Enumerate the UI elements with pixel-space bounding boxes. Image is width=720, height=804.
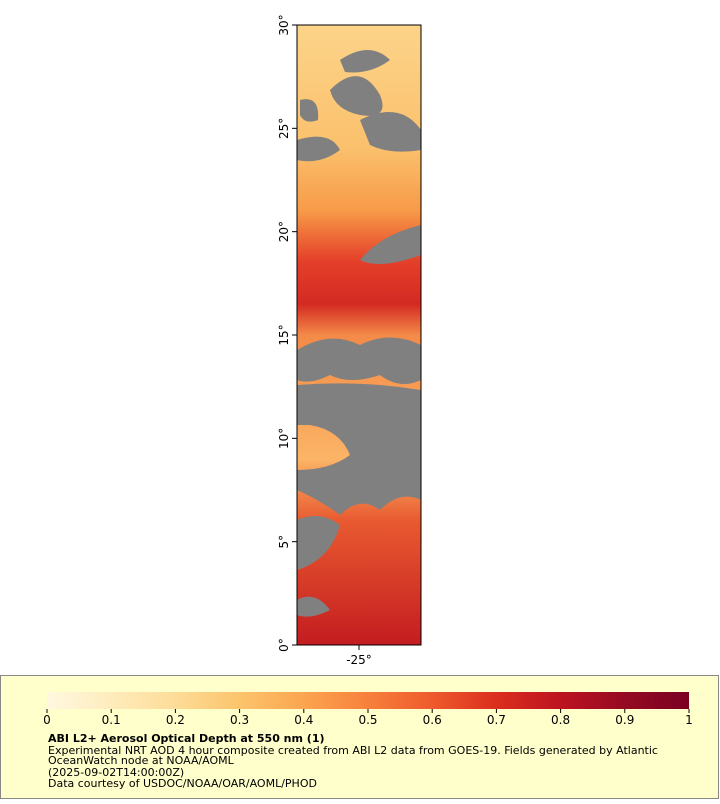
legend-line: Data courtesy of USDOC/NOAA/OAR/AOML/PHO… [48,777,317,790]
colorbar-tick-label: 0 [43,713,51,727]
y-tick-label: 5° [277,535,291,549]
y-tick-label: 15° [277,324,291,345]
colorbar-tick-label: 0.8 [551,713,570,727]
y-tick-label: 0° [277,638,291,652]
colorbar-tick-label: 1 [685,713,693,727]
colorbar-tick-label: 0.7 [487,713,506,727]
colorbar-tick-label: 0.9 [615,713,634,727]
legend-title: ABI L2+ Aerosol Optical Depth at 550 nm … [48,732,325,745]
y-tick-label: 25° [277,118,291,139]
colorbar-tick-label: 0.3 [230,713,249,727]
y-tick-label: 30° [277,14,291,35]
legend-line: Experimental NRT AOD 4 hour composite cr… [48,744,658,757]
aod-raster [297,25,421,645]
legend-line: OceanWatch node at NOAA/AOML [48,754,235,767]
legend-line: (2025-09-02T14:00:00Z) [48,766,184,779]
colorbar-tick-label: 0.4 [294,713,313,727]
y-tick-label: 10° [277,428,291,449]
colorbar-tick-label: 0.5 [358,713,377,727]
colorbar-tick-label: 0.1 [102,713,121,727]
colorbar-tick-label: 0.2 [166,713,185,727]
x-tick-label: -25° [346,653,372,667]
colorbar-tick-label: 0.6 [423,713,442,727]
y-tick-label: 20° [277,221,291,242]
colorbar [47,692,689,709]
